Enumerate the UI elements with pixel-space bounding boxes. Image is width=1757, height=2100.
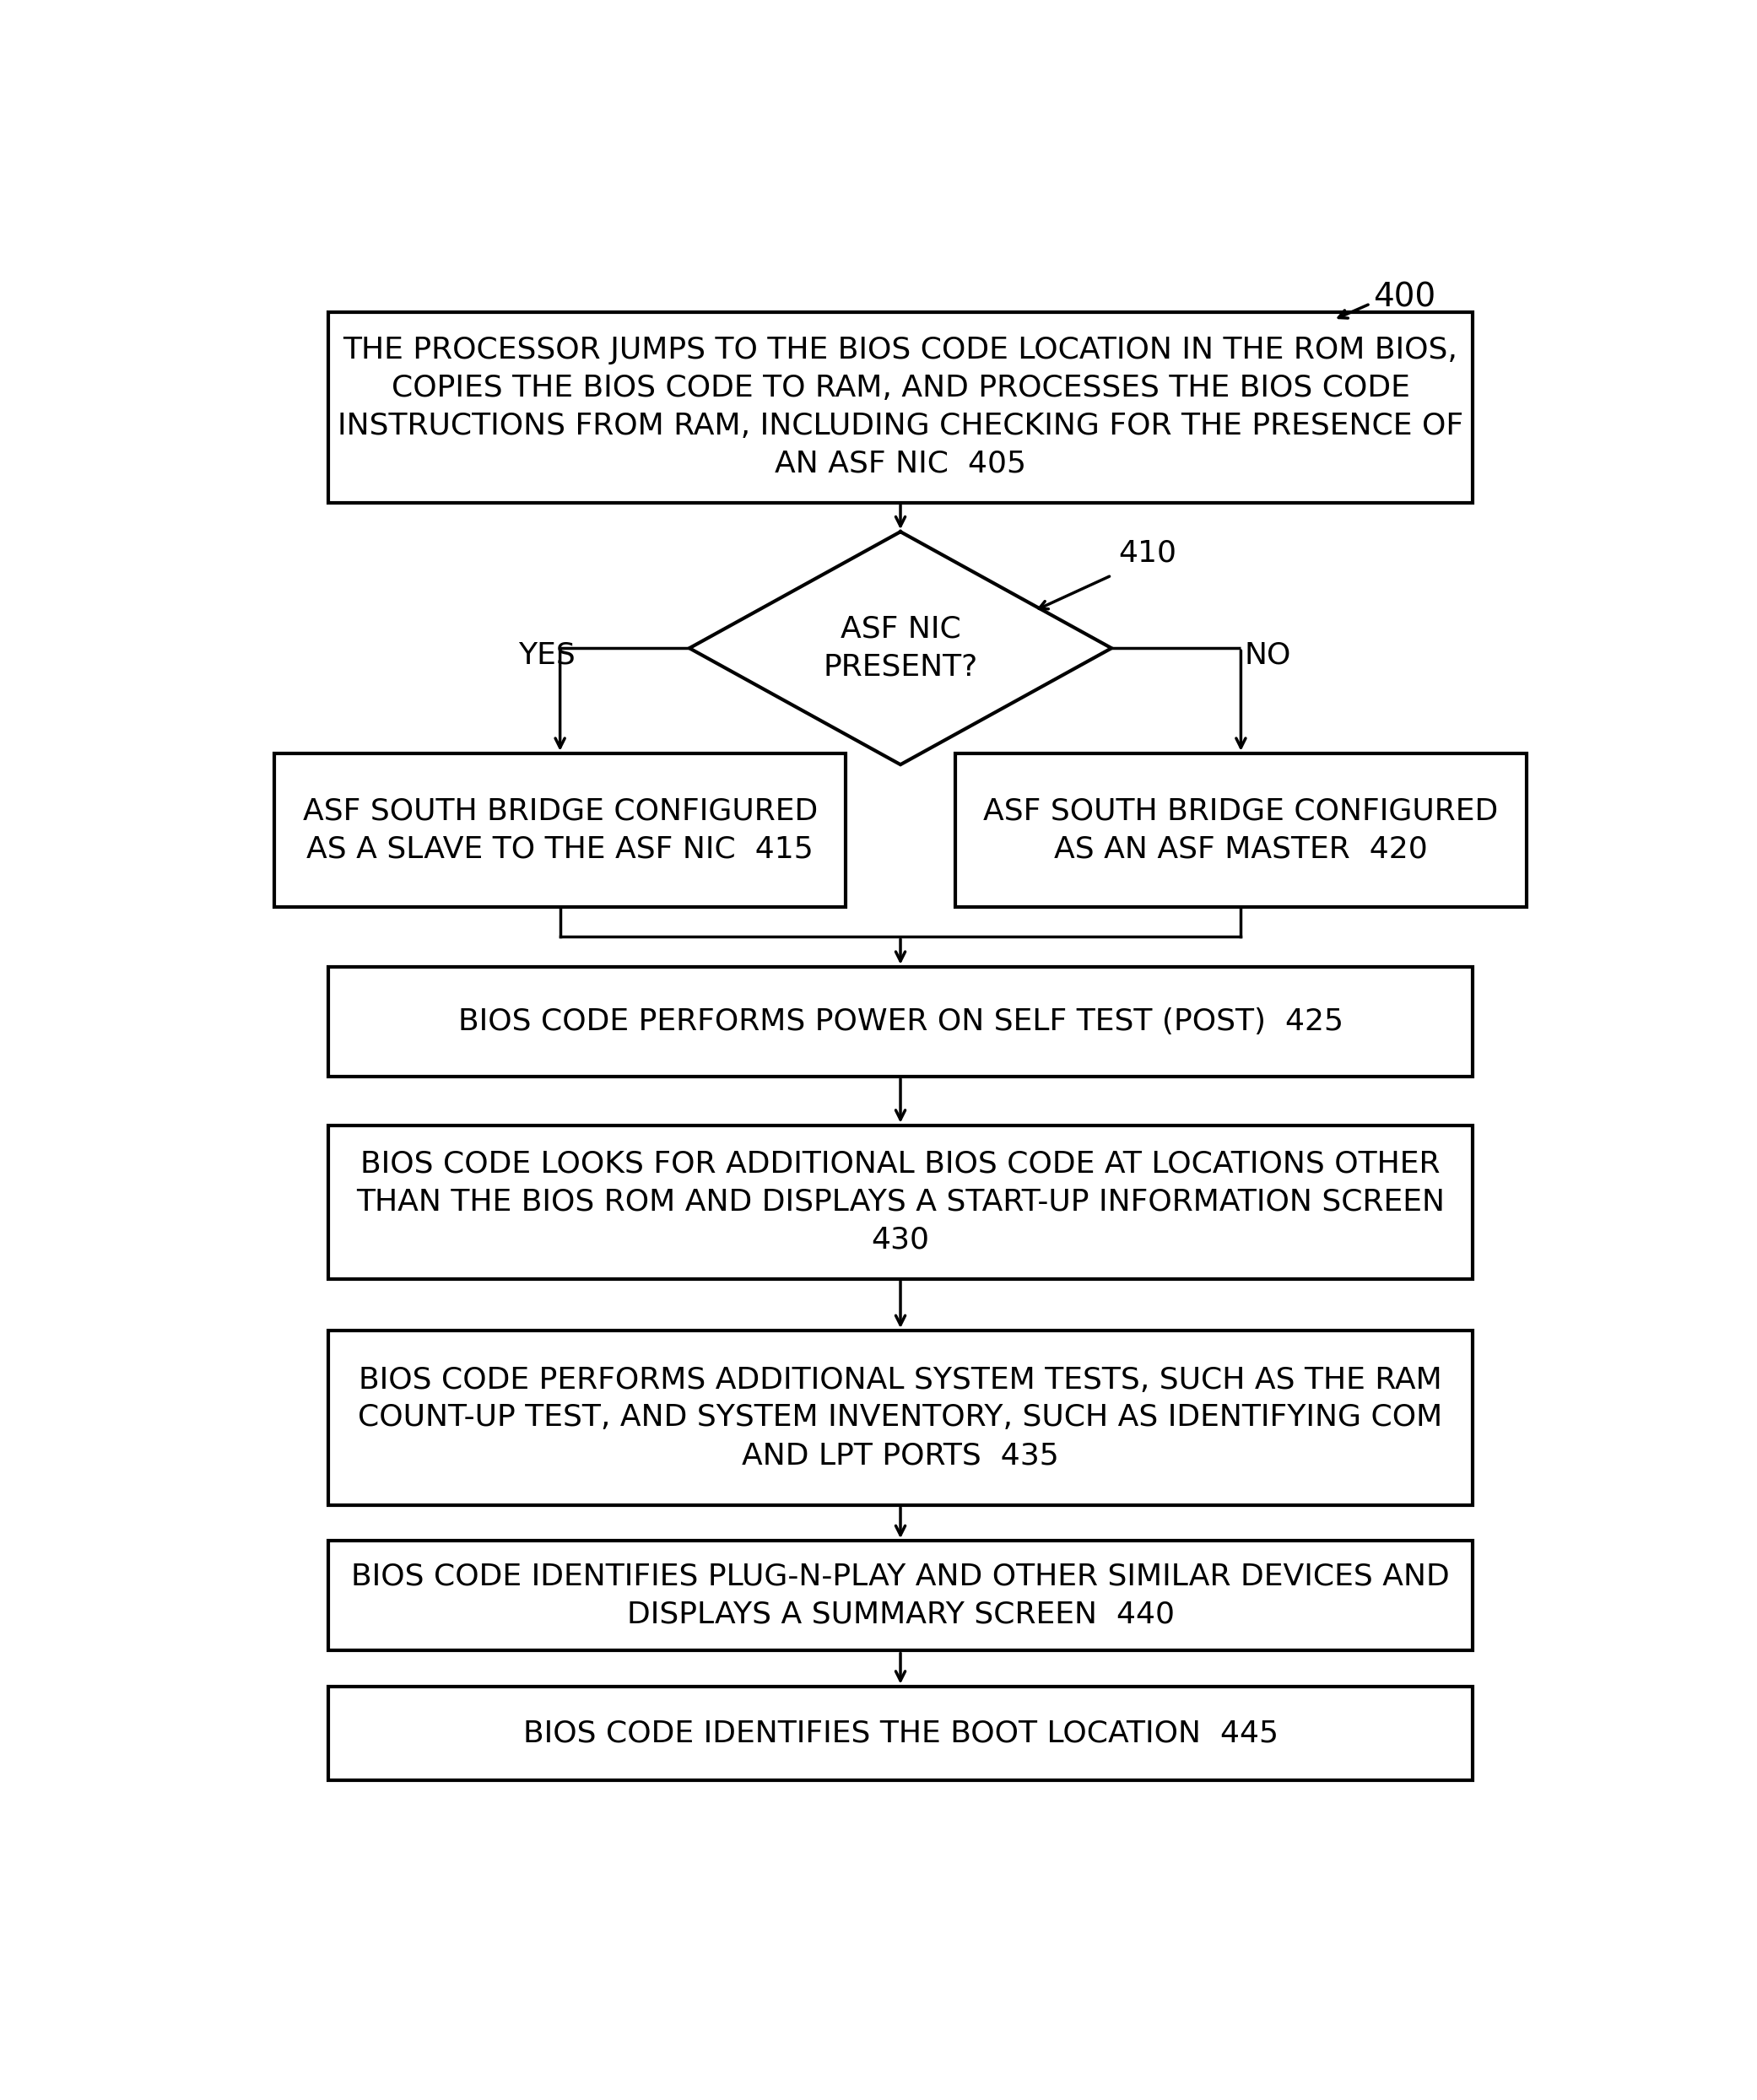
Text: YES: YES xyxy=(518,640,575,670)
Bar xyxy=(329,1541,1472,1651)
Text: BIOS CODE IDENTIFIES PLUG-N-PLAY AND OTHER SIMILAR DEVICES AND
DISPLAYS A SUMMAR: BIOS CODE IDENTIFIES PLUG-N-PLAY AND OTH… xyxy=(351,1562,1450,1630)
Text: BIOS CODE IDENTIFIES THE BOOT LOCATION  445: BIOS CODE IDENTIFIES THE BOOT LOCATION 4… xyxy=(524,1718,1277,1747)
Polygon shape xyxy=(689,531,1112,764)
Text: NO: NO xyxy=(1244,640,1291,670)
Text: BIOS CODE PERFORMS ADDITIONAL SYSTEM TESTS, SUCH AS THE RAM
COUNT-UP TEST, AND S: BIOS CODE PERFORMS ADDITIONAL SYSTEM TES… xyxy=(358,1365,1442,1470)
Bar xyxy=(329,311,1472,502)
Bar xyxy=(329,1331,1472,1506)
Text: THE PROCESSOR JUMPS TO THE BIOS CODE LOCATION IN THE ROM BIOS,
COPIES THE BIOS C: THE PROCESSOR JUMPS TO THE BIOS CODE LOC… xyxy=(337,336,1464,479)
Bar xyxy=(329,1126,1472,1279)
Text: ASF SOUTH BRIDGE CONFIGURED
AS AN ASF MASTER  420: ASF SOUTH BRIDGE CONFIGURED AS AN ASF MA… xyxy=(984,796,1499,863)
Bar xyxy=(274,754,847,907)
Bar xyxy=(329,1686,1472,1781)
Text: 410: 410 xyxy=(1117,538,1177,567)
Text: ASF SOUTH BRIDGE CONFIGURED
AS A SLAVE TO THE ASF NIC  415: ASF SOUTH BRIDGE CONFIGURED AS A SLAVE T… xyxy=(302,796,817,863)
Bar xyxy=(329,966,1472,1077)
Text: 400: 400 xyxy=(1372,281,1435,313)
Text: BIOS CODE PERFORMS POWER ON SELF TEST (POST)  425: BIOS CODE PERFORMS POWER ON SELF TEST (P… xyxy=(459,1008,1342,1035)
Text: BIOS CODE LOOKS FOR ADDITIONAL BIOS CODE AT LOCATIONS OTHER
THAN THE BIOS ROM AN: BIOS CODE LOOKS FOR ADDITIONAL BIOS CODE… xyxy=(357,1151,1444,1254)
Text: ASF NIC
PRESENT?: ASF NIC PRESENT? xyxy=(822,615,979,680)
Bar xyxy=(956,754,1527,907)
